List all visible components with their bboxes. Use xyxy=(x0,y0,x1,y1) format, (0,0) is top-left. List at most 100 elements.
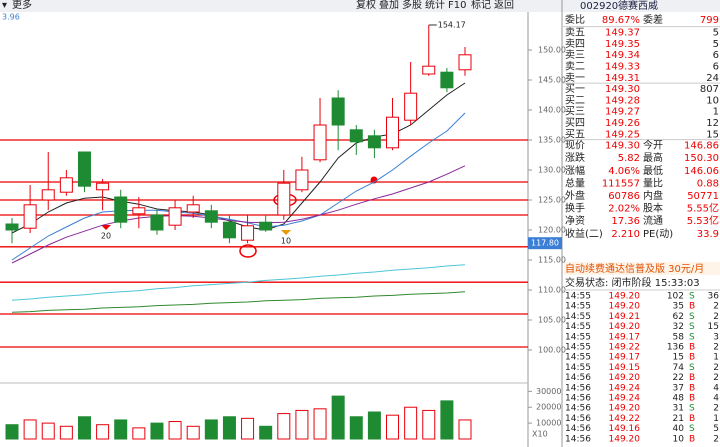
tick-time: 14:56 xyxy=(565,434,591,444)
toolbar-button[interactable]: 叠加 xyxy=(379,0,399,11)
toolbar-bg xyxy=(0,0,720,12)
y-tick-label: 120.00 xyxy=(538,226,566,235)
tick-side: B xyxy=(689,353,695,363)
tick-volume: 15 xyxy=(673,353,684,363)
book-qty: 12 xyxy=(706,118,719,129)
book-qty: 1 xyxy=(713,107,719,118)
book-label: 买二 xyxy=(565,94,585,106)
tick-price: 149.16 xyxy=(609,424,641,434)
tick-count: 2 xyxy=(713,302,719,312)
candle-body xyxy=(259,221,273,231)
candle-body xyxy=(132,207,146,215)
stat-value: 146.06 xyxy=(684,166,719,177)
tick-price: 149.20 xyxy=(609,292,641,302)
volume-bar xyxy=(404,406,418,440)
volume-bar xyxy=(77,416,91,440)
candle-body xyxy=(277,182,291,216)
tick-time: 14:56 xyxy=(565,373,591,383)
candle-body xyxy=(458,54,472,71)
stat-value: 0.88 xyxy=(697,178,719,189)
tick-price: 149.20 xyxy=(609,404,641,414)
book-qty: 6 xyxy=(713,50,719,61)
tick-side: S xyxy=(689,292,695,302)
candle-body xyxy=(313,124,327,161)
toolbar-button[interactable]: 多股 xyxy=(402,0,422,11)
tick-volume: 21 xyxy=(673,414,684,424)
highlight-circle xyxy=(239,244,257,258)
candle-body xyxy=(59,177,73,193)
stat-label: 涨幅 xyxy=(565,164,585,177)
y-tick-label: 125.00 xyxy=(538,196,566,205)
toolbar-button[interactable]: 复权 xyxy=(356,0,376,11)
candle-body xyxy=(168,207,182,226)
signal-icon xyxy=(101,225,111,230)
book-price: 149.25 xyxy=(605,129,640,140)
volume-tick-label: 30000 xyxy=(536,387,561,396)
tick-volume: 31 xyxy=(673,404,684,414)
candle-body xyxy=(440,71,454,89)
toolbar-button[interactable]: 返回 xyxy=(494,0,514,11)
tick-count: 4 xyxy=(713,394,719,404)
book-label: 卖二 xyxy=(565,61,585,73)
book-qty: 24 xyxy=(706,73,719,84)
book-price: 149.37 xyxy=(605,28,640,39)
tick-volume: 22 xyxy=(673,373,684,383)
cycle-label: 10 xyxy=(281,237,291,246)
y-tick-label: 150.00 xyxy=(538,46,566,55)
volume-bar xyxy=(241,417,255,440)
tick-time: 14:55 xyxy=(565,353,591,363)
y-tick-label: 130.00 xyxy=(538,166,566,175)
stat-label: 现价 xyxy=(565,140,585,152)
banner[interactable]: 自动续费通达信普及版 30元/月 xyxy=(565,262,704,275)
candle-body xyxy=(186,204,200,213)
tick-price: 149.17 xyxy=(609,332,641,342)
book-price: 149.33 xyxy=(605,62,640,73)
tick-time: 14:56 xyxy=(565,404,591,414)
book-label: 卖三 xyxy=(565,49,585,61)
candle-body xyxy=(5,223,19,231)
tick-volume: 102 xyxy=(667,292,684,302)
candle-body xyxy=(96,182,110,191)
tick-time: 14:55 xyxy=(565,322,591,332)
tick-price: 149.20 xyxy=(609,434,641,444)
ma-line xyxy=(11,165,466,264)
book-label: 买一 xyxy=(565,83,585,95)
volume-bar xyxy=(186,425,200,440)
tick-volume: 10 xyxy=(673,434,685,444)
stat-label: 最高 xyxy=(643,151,663,164)
menu-value: 3.96 xyxy=(2,13,20,22)
tick-time: 14:56 xyxy=(565,383,591,393)
candle-body xyxy=(404,92,418,121)
book-price: 149.30 xyxy=(605,84,640,95)
toolbar-button[interactable]: F10 xyxy=(448,0,466,11)
tick-count: 1 xyxy=(713,353,719,363)
ma-line xyxy=(11,264,466,301)
y-tick-label: 145.00 xyxy=(538,76,566,85)
book-label: 买三 xyxy=(565,106,585,118)
y-tick-label: 105.00 xyxy=(538,316,566,325)
high-label: 154.17 xyxy=(438,20,466,29)
tick-side: B xyxy=(689,302,695,312)
stat-label: 净资 xyxy=(565,214,585,227)
stat-value: 50771 xyxy=(687,191,719,202)
volume-unit: X10 xyxy=(532,430,548,439)
toolbar-button[interactable]: 标记 xyxy=(471,0,491,11)
volume-bar xyxy=(41,422,55,440)
menu-icon[interactable]: ▾ xyxy=(2,0,7,11)
menu[interactable]: 更多 xyxy=(12,0,32,11)
stat-label: 最低 xyxy=(643,164,663,177)
candle-body xyxy=(114,196,128,223)
book-label: 卖一 xyxy=(565,72,585,84)
book-price: 149.34 xyxy=(605,50,640,61)
candle-body xyxy=(331,97,345,126)
book-qty: 807 xyxy=(700,84,719,95)
cycle-label: 20 xyxy=(101,232,111,241)
tick-side: S xyxy=(689,363,695,373)
tick-side: S xyxy=(689,312,695,322)
book-price: 149.27 xyxy=(605,107,640,118)
tick-time: 14:56 xyxy=(565,394,591,404)
book-qty: 5 xyxy=(713,28,719,39)
tick-side: B xyxy=(689,394,695,404)
toolbar-button[interactable]: 统计 xyxy=(425,0,445,11)
tick-side: B xyxy=(689,373,695,383)
